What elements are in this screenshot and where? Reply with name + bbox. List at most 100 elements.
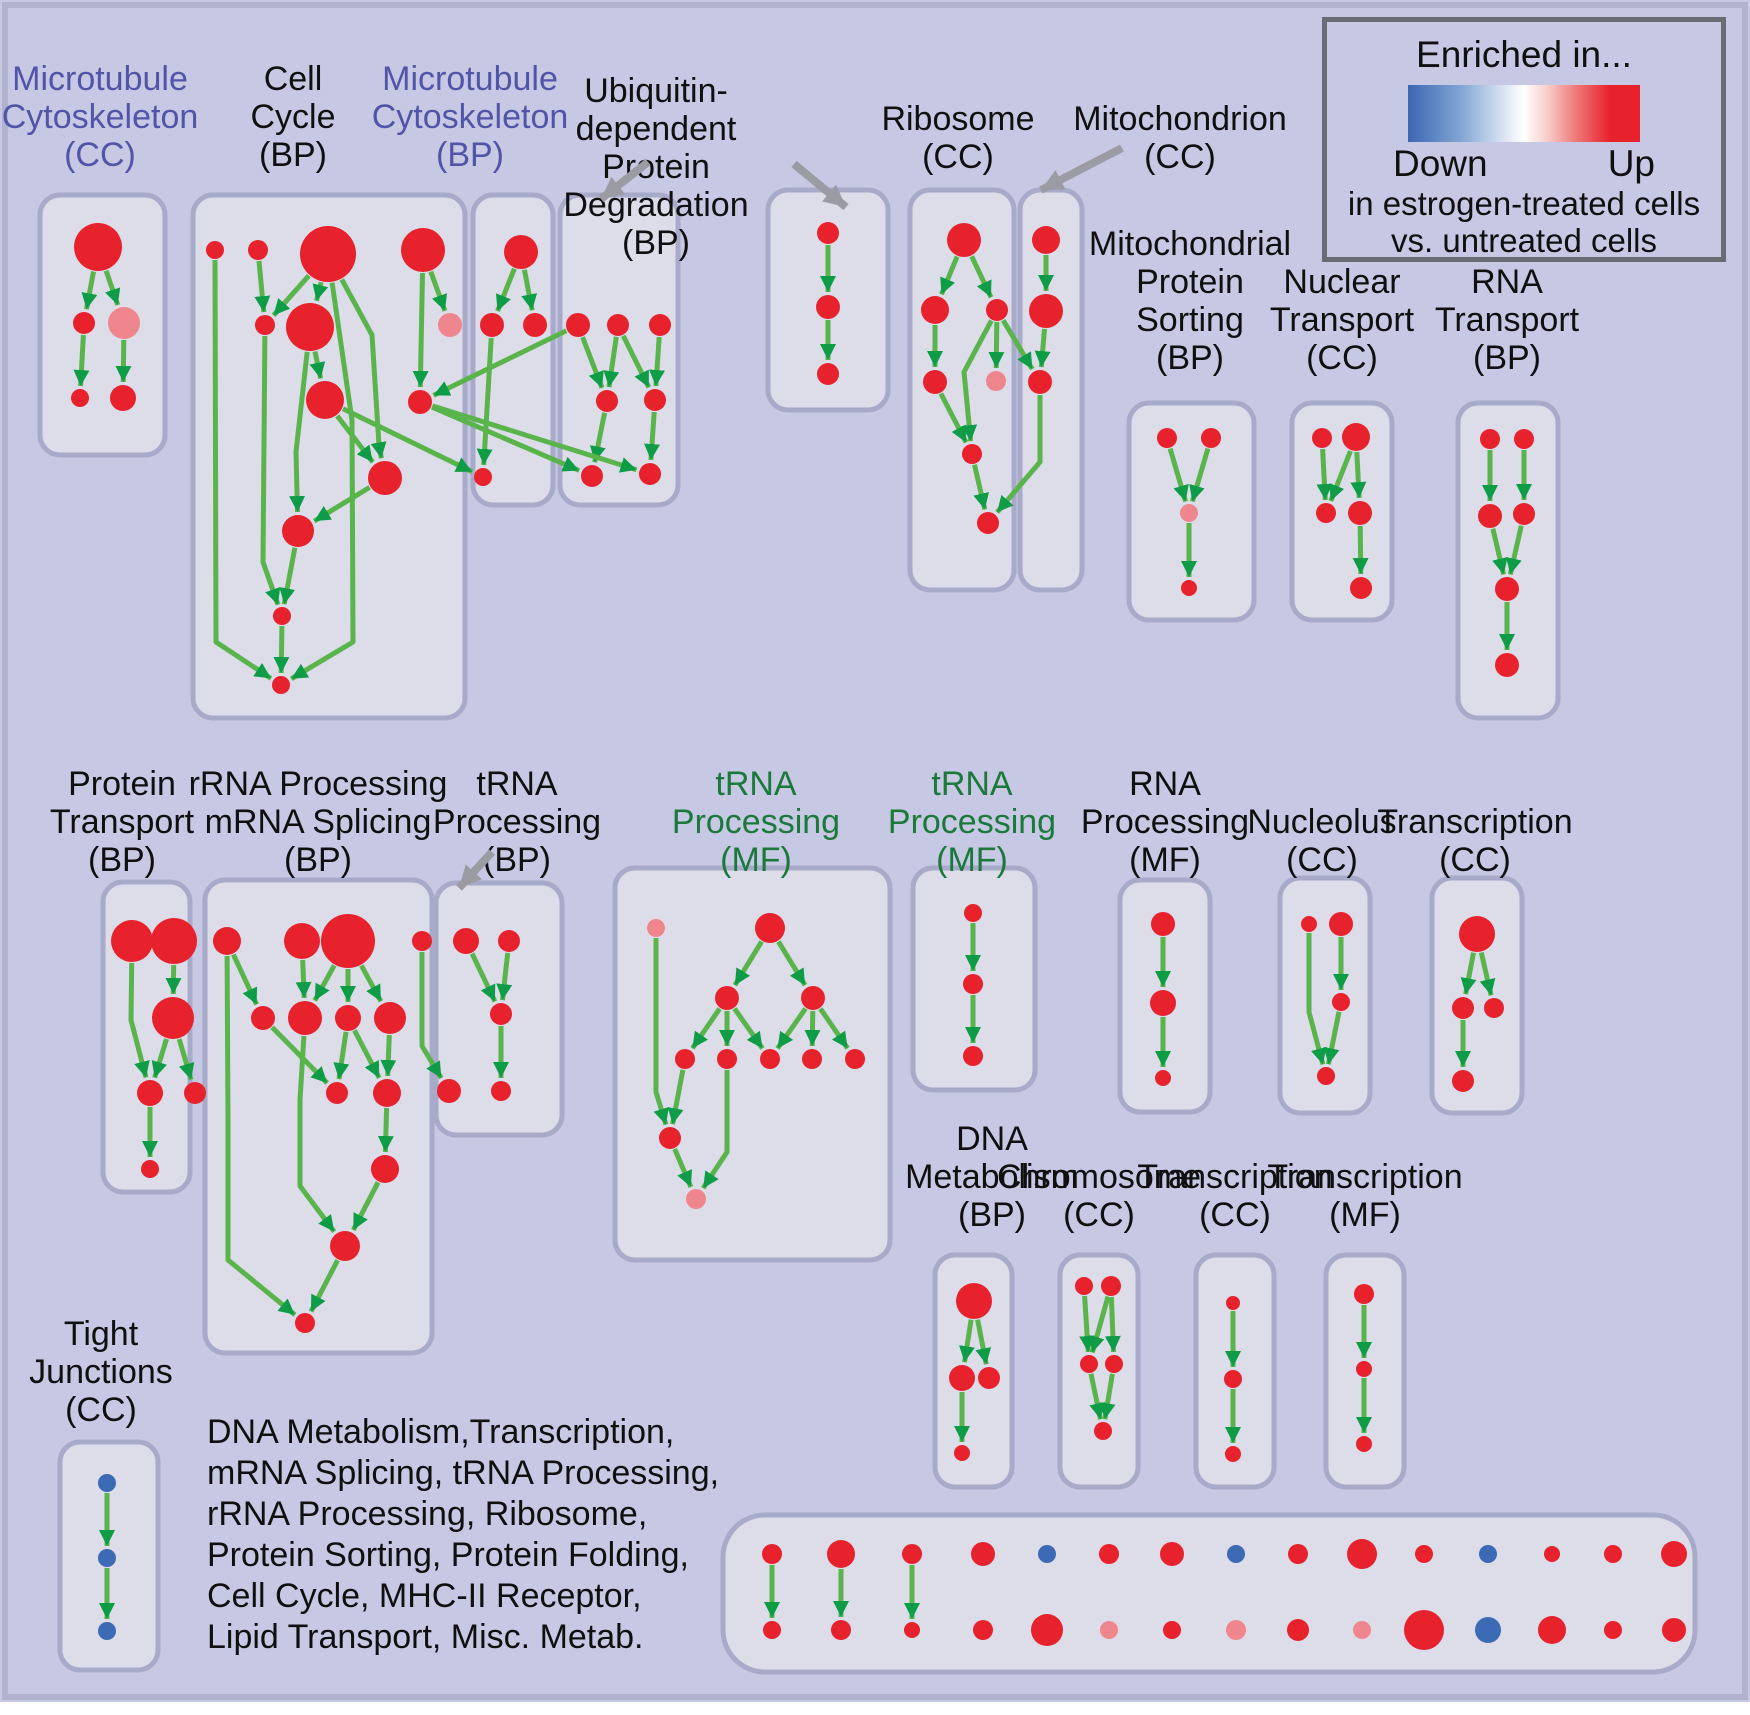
- edge-trna-mf-1-F5-F10: [701, 1070, 730, 1190]
- layer-edges: [73, 245, 1532, 1619]
- band-node-6-bottom: [1163, 1621, 1181, 1639]
- legend-title: Enriched in...: [1416, 34, 1632, 75]
- band-node-12-bottom: [1538, 1616, 1566, 1644]
- rna-transport-node-q1: [1514, 429, 1534, 449]
- rrna-node-R6: [335, 1005, 361, 1031]
- ribosome-node-r6: [977, 512, 999, 534]
- trna-mf-1-node-F1: [755, 913, 785, 943]
- nucleolus-node-k0: [1301, 916, 1317, 932]
- edge-rrna-R2-R5: [312, 964, 337, 1002]
- shared-terms-line-3: rRNA Processing, Ribosome,: [207, 1495, 648, 1533]
- nuclear-transport-node-n4: [1350, 577, 1372, 599]
- edge-nuclear-transport-n1-n2: [1328, 450, 1353, 502]
- label-dna-metab-2: (BP): [958, 1196, 1026, 1234]
- band-node-0-top: [762, 1544, 782, 1564]
- edge-ribosome-r0-r2: [969, 255, 994, 299]
- ubiq1-node-u2: [649, 314, 671, 336]
- label-trna-mf-2-2: (MF): [936, 841, 1008, 879]
- cross-edge-1: [432, 328, 568, 398]
- trna-mf-2-node-g1: [963, 974, 983, 994]
- bottom-band-box: [720, 1512, 1698, 1675]
- edge-rrna-R7-R9: [380, 1034, 397, 1077]
- cellcycle-node-c0: [206, 241, 224, 259]
- mito-sort-node-s0: [1157, 428, 1177, 448]
- mito-sort-node-s3: [1181, 580, 1197, 596]
- nucleolus-node-k3: [1317, 1067, 1335, 1085]
- mt-bp-node-m1: [480, 313, 504, 337]
- edge-transcription-cc-w0-w2: [1478, 951, 1496, 996]
- label-transcription-cc-2-1: (CC): [1199, 1196, 1271, 1234]
- cellcycle-node-c9: [368, 461, 402, 495]
- edge-protein-transport-p2-p4: [176, 1038, 195, 1081]
- label-mt-cc-1: Cytoskeleton: [2, 98, 199, 136]
- nuclear-transport-box: [1289, 400, 1395, 623]
- label-ubiq1-0: Ubiquitin-: [584, 72, 728, 110]
- edge-nucleolus-k2-k3: [1323, 1011, 1342, 1065]
- mt-cc-node-a3: [71, 389, 89, 407]
- legend-up-label: Up: [1607, 143, 1655, 184]
- transcription-mf-node-j1: [1356, 1361, 1372, 1377]
- band-node-4-bottom: [1031, 1614, 1063, 1646]
- edge-ubiq1-u4-u6: [644, 411, 660, 461]
- edge-cellcycle-c9-c10: [312, 485, 371, 524]
- edge-mt-cc-a2-a4: [115, 339, 132, 383]
- annotation-arrow-1: [791, 160, 849, 211]
- edge-ubiq1-u0-u3: [580, 336, 605, 389]
- label-trna-bp-0: tRNA: [476, 765, 558, 803]
- edge-nuclear-transport-n1-n3: [1350, 451, 1367, 499]
- edge-cellcycle-c2-c4: [271, 274, 311, 317]
- ubiq2-node-v1: [816, 295, 840, 319]
- ubiq1-node-u4: [644, 389, 666, 411]
- label-tight-junctions-0: Tight: [64, 1315, 139, 1353]
- label-transcription-cc-1: (CC): [1439, 841, 1511, 879]
- cellcycle-node-c5: [286, 303, 334, 351]
- layer-nodes: [71, 222, 1687, 1650]
- label-trna-mf-1-2: (MF): [720, 841, 792, 879]
- label-nuclear-transport-2: (CC): [1306, 339, 1378, 377]
- chromosome-node-e2: [1080, 1355, 1098, 1373]
- rrna-node-R0: [213, 927, 241, 955]
- shared-terms-line-2: mRNA Splicing, tRNA Processing,: [207, 1454, 720, 1492]
- rrna-node-R3: [412, 931, 432, 951]
- ribosome-node-r4: [986, 371, 1006, 391]
- cellcycle-node-c8: [408, 390, 432, 414]
- rrna-node-R1: [284, 923, 320, 959]
- edge-rrna-R9-R10: [377, 1107, 394, 1153]
- edge-rna-transport-q3-q4: [1506, 525, 1524, 575]
- trna-mf-2-node-g0: [964, 904, 982, 922]
- mt-bp-node-m3: [474, 468, 492, 486]
- band-node-1-bottom: [831, 1620, 851, 1640]
- label-ribosome-1: (CC): [922, 138, 994, 176]
- cellcycle-node-c10: [282, 515, 314, 547]
- legend: Enriched in... Down Up in estrogen-treat…: [1322, 17, 1726, 262]
- edge-dna-metab-d0-d2: [975, 1319, 992, 1365]
- cellcycle-node-c3: [401, 228, 445, 272]
- band-node-4-top: [1038, 1545, 1056, 1563]
- edge-rrna-R11-R12: [308, 1259, 340, 1313]
- trna-mf-1-node-F9: [659, 1127, 681, 1149]
- edge-ribosome-r2-r4: [988, 321, 1005, 369]
- trna-bp-node-T1: [498, 930, 520, 952]
- label-rrna-1: mRNA Splicing: [205, 803, 432, 841]
- ribosome-node-r2: [986, 299, 1008, 321]
- dna-metab-node-d3: [954, 1445, 970, 1461]
- label-ubiq1-1: dependent: [576, 110, 737, 148]
- shared-terms-line-4: Protein Sorting, Protein Folding,: [207, 1536, 689, 1574]
- edge-trna-mf-1-F3-F6: [775, 1007, 808, 1050]
- label-trna-bp-1: Processing: [433, 803, 601, 841]
- edge-mito-sort-s0-s2: [1167, 447, 1189, 503]
- mitochondrion-node-t0: [1032, 226, 1060, 254]
- shared-terms-line-6: Lipid Transport, Misc. Metab.: [207, 1618, 644, 1656]
- edge-cellcycle-c10-c11: [279, 547, 298, 605]
- rna-transport-node-q2: [1478, 504, 1502, 528]
- mt-bp-node-m2: [523, 313, 547, 337]
- rna-proc-node-h2: [1155, 1070, 1171, 1086]
- cross-edge-6: [419, 952, 444, 1080]
- edge-rrna-R2-R7: [359, 964, 384, 1003]
- rna-proc-node-h0: [1151, 912, 1175, 936]
- legend-updown-row: Down Up: [1393, 143, 1655, 185]
- chromosome-node-e1: [1101, 1276, 1121, 1296]
- cellcycle-node-c4: [255, 315, 275, 335]
